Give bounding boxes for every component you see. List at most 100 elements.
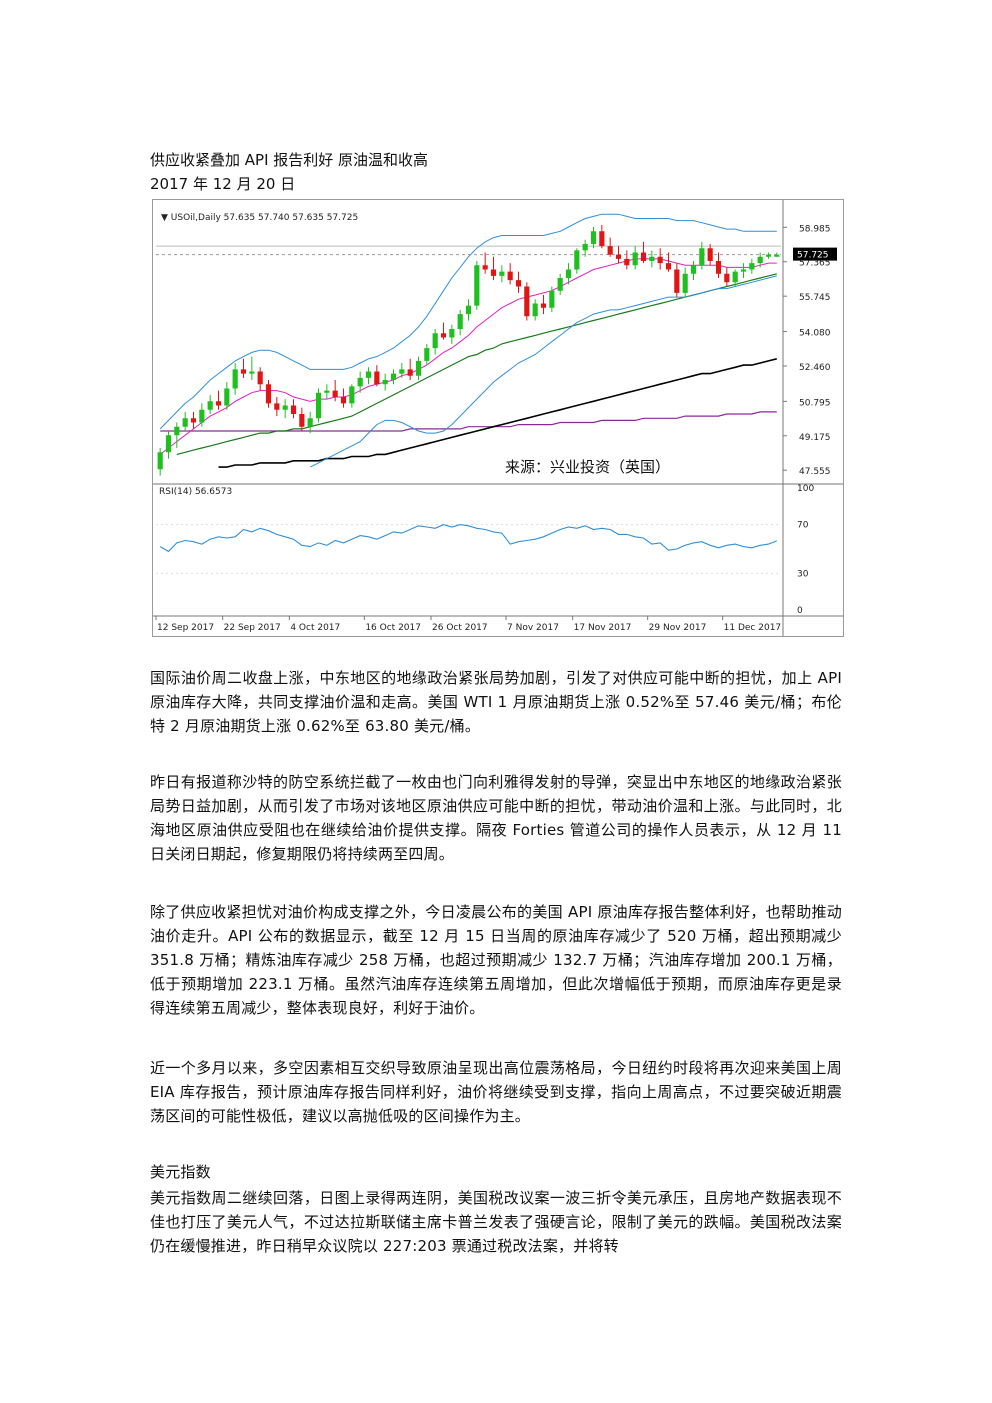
chart-canvas: 58.985 57.365 55.745 54.080 52.460 50.795 49.1… bbox=[153, 200, 843, 636]
candle-body bbox=[415, 360, 422, 376]
candle-body bbox=[232, 369, 238, 389]
candle-body bbox=[674, 269, 680, 293]
time-tick-label: 7 Nov 2017 bbox=[507, 623, 559, 633]
paragraph-3: 除了供应收紧担忧对油价构成支撑之外，今日凌晨公布的美国 API 原油库存报告整体… bbox=[150, 903, 842, 1017]
time-tick-label: 12 Sep 2017 bbox=[157, 623, 214, 633]
price-tick-label: 52.460 bbox=[799, 363, 831, 373]
price-tick-label: 58.985 bbox=[799, 224, 831, 234]
bollinger-mid-line bbox=[159, 258, 777, 455]
candle-body bbox=[715, 261, 722, 274]
chart-symbol-label: ▼ USOil,Daily 57.635 57.740 57.635 57.72… bbox=[161, 213, 358, 223]
candle-body bbox=[307, 418, 313, 427]
ma-black-line bbox=[218, 358, 777, 468]
candle-body bbox=[665, 263, 672, 270]
chart-watermark: 来源：兴业投资（英国） bbox=[505, 458, 670, 476]
price-tick-label: 47.555 bbox=[799, 467, 831, 477]
time-tick-label: 17 Nov 2017 bbox=[574, 623, 632, 633]
candle-body bbox=[407, 369, 413, 376]
candle-body bbox=[657, 256, 663, 264]
candle-body bbox=[274, 403, 280, 410]
time-tick-label: 22 Sep 2017 bbox=[224, 623, 281, 633]
candle-body bbox=[432, 333, 438, 349]
candle-body bbox=[765, 254, 772, 257]
paragraph-2: 昨日有报道称沙特的防空系统拦截了一枚由也门向利雅得发射的导弹，突显出中东地区的地… bbox=[150, 773, 842, 863]
candle-body bbox=[240, 369, 247, 374]
price-tick-label: 57.365 bbox=[799, 259, 831, 269]
rsi-line bbox=[159, 524, 777, 553]
candle-body bbox=[365, 371, 372, 378]
candle-body bbox=[199, 409, 205, 423]
candle-body bbox=[574, 250, 580, 270]
candle-body bbox=[724, 273, 730, 283]
candle-body bbox=[740, 269, 747, 272]
candle-body bbox=[624, 258, 630, 266]
candle-body bbox=[540, 303, 547, 308]
candle-body bbox=[599, 231, 605, 247]
candle-body bbox=[515, 280, 522, 287]
candle-body bbox=[182, 418, 188, 427]
paragraph-4: 近一个多月以来，多空因素相互交织导致原油呈现出高位震荡格局，今日纽约时段将再次迎… bbox=[150, 1059, 842, 1125]
candle-body bbox=[549, 290, 555, 308]
section-heading-usd-index: 美元指数 bbox=[150, 1163, 211, 1181]
candle-body bbox=[615, 254, 622, 259]
candle-body bbox=[474, 265, 480, 306]
bollinger-lower-line bbox=[309, 275, 777, 468]
candle-body bbox=[649, 256, 655, 261]
candle-body bbox=[699, 248, 705, 266]
candle-body bbox=[590, 231, 597, 244]
candle-body bbox=[157, 452, 163, 470]
article-title: 供应收紧叠加 API 报告利好 原油温和收高 bbox=[150, 151, 429, 169]
candle-body bbox=[732, 271, 738, 283]
candle-body bbox=[565, 269, 572, 278]
ma-green-line bbox=[176, 273, 777, 455]
candle-body bbox=[632, 252, 638, 266]
candle-body bbox=[524, 286, 530, 317]
rsi-tick-label: 30 bbox=[797, 569, 809, 579]
candle-body bbox=[349, 386, 355, 404]
candle-body bbox=[249, 371, 255, 374]
candle-body bbox=[374, 371, 380, 385]
candle-body bbox=[207, 401, 213, 410]
article-date: 2017 年 12 月 20 日 bbox=[150, 175, 296, 193]
candle-body bbox=[324, 390, 330, 393]
candle-body bbox=[282, 405, 288, 410]
candle-body bbox=[215, 401, 222, 406]
candle-body bbox=[299, 414, 305, 427]
candle-body bbox=[582, 244, 588, 251]
candle-body bbox=[332, 390, 338, 397]
rsi-label: RSI(14) 56.6573 bbox=[159, 487, 232, 497]
candle-body bbox=[507, 271, 513, 281]
oil-price-chart: 58.985 57.365 55.745 54.080 52.460 50.795 49.1… bbox=[152, 199, 844, 637]
ma-purple-line bbox=[160, 411, 777, 432]
candle-body bbox=[174, 426, 180, 436]
candle-body bbox=[640, 252, 647, 261]
candle-body bbox=[224, 388, 230, 406]
candle-body bbox=[449, 329, 455, 338]
candle-body bbox=[532, 303, 538, 317]
rsi-tick-label: 0 bbox=[797, 606, 803, 616]
price-tick-label: 49.175 bbox=[799, 433, 831, 443]
candle-body bbox=[482, 265, 488, 270]
time-tick-label: 11 Dec 2017 bbox=[724, 623, 782, 633]
candle-body bbox=[465, 305, 472, 315]
candle-body bbox=[607, 246, 613, 255]
candle-body bbox=[424, 348, 430, 361]
candle-body bbox=[357, 377, 363, 387]
bollinger-upper-line bbox=[159, 213, 777, 430]
candle-body bbox=[315, 392, 322, 419]
candle-body bbox=[265, 384, 272, 404]
candle-body bbox=[707, 248, 713, 261]
candle-body bbox=[165, 435, 172, 453]
last-price-tag-bg bbox=[793, 247, 837, 261]
price-tick-label: 54.080 bbox=[799, 329, 831, 339]
candle-body bbox=[257, 371, 263, 385]
candle-body bbox=[390, 373, 397, 380]
candle-body bbox=[290, 405, 297, 414]
candle-body bbox=[557, 278, 563, 291]
time-tick-label: 4 Oct 2017 bbox=[290, 623, 340, 633]
time-tick-label: 29 Nov 2017 bbox=[649, 623, 707, 633]
candle-body bbox=[490, 269, 497, 276]
candle-body bbox=[757, 256, 763, 264]
last-price-tag: 57.725 bbox=[797, 251, 829, 261]
